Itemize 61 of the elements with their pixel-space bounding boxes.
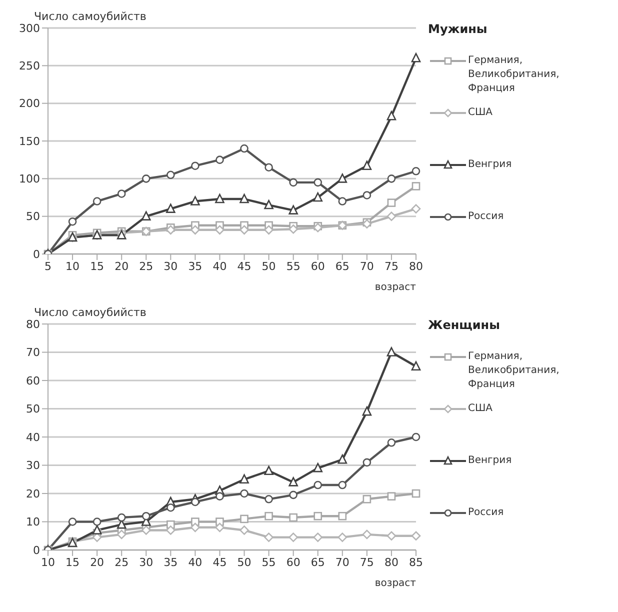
y-tick-label: 250 — [19, 60, 40, 73]
x-tick-label: 55 — [262, 556, 276, 569]
x-tick-label: 15 — [66, 556, 80, 569]
y-tick-label: 0 — [33, 544, 40, 557]
x-tick-label: 30 — [164, 260, 178, 273]
y-tick-label: 50 — [26, 210, 40, 224]
x-tick-label: 40 — [188, 556, 202, 569]
y-tick-label: 80 — [26, 318, 40, 331]
x-tick-label: 65 — [335, 260, 350, 273]
x-tick-label: 25 — [114, 556, 129, 569]
y-tick-label: 20 — [26, 487, 40, 500]
legend-label: Россия — [468, 210, 505, 224]
x-tick-label: 75 — [360, 556, 374, 569]
legend-label: Германия, Великобритания, Франция — [468, 350, 560, 392]
legend-label: Германия, Великобритания, Франция — [468, 54, 560, 96]
y-tick-label: 100 — [19, 172, 40, 186]
x-tick-label: 70 — [335, 556, 350, 569]
x-tick-label: 55 — [286, 260, 300, 273]
y-tick-label: 30 — [26, 459, 40, 472]
x-tick-label: 60 — [310, 260, 325, 273]
y-tick-label: 70 — [26, 346, 40, 360]
x-tick-label: 50 — [237, 556, 252, 569]
legend-label: Венгрия — [468, 454, 513, 468]
x-tick-label: 65 — [310, 556, 325, 569]
x-tick-label: 45 — [212, 556, 227, 569]
x-tick-label: 20 — [90, 556, 104, 569]
legend-label: США — [468, 106, 494, 120]
x-tick-label: 40 — [212, 260, 227, 273]
x-tick-label: 75 — [384, 260, 398, 273]
y-tick-label: 200 — [19, 97, 40, 110]
x-tick-label: 30 — [139, 556, 154, 569]
x-tick-label: 70 — [360, 260, 374, 273]
y-tick-label: 150 — [19, 134, 40, 148]
x-tick-label: 80 — [384, 556, 398, 569]
x-tick-label: 20 — [114, 260, 129, 273]
x-tick-label: 10 — [66, 260, 80, 273]
y-tick-label: 10 — [26, 516, 40, 529]
x-tick-label: 35 — [164, 556, 178, 569]
legend-title: Мужины — [428, 22, 488, 36]
y-tick-label: 0 — [33, 248, 40, 261]
x-axis-title: возраст — [374, 578, 416, 589]
x-tick-label: 85 — [409, 556, 423, 569]
x-tick-label: 35 — [188, 260, 202, 273]
x-tick-label: 50 — [262, 260, 276, 273]
x-axis-title: возраст — [374, 282, 416, 293]
x-tick-label: 45 — [237, 260, 252, 273]
legend-label: Россия — [468, 506, 505, 520]
y-tick-label: 300 — [19, 22, 40, 35]
y-axis-title: Число самоубийств — [34, 306, 146, 319]
legend-title: Женщины — [428, 318, 501, 332]
y-tick-label: 40 — [26, 430, 40, 444]
y-tick-label: 60 — [26, 374, 40, 388]
x-tick-label: 25 — [139, 260, 154, 273]
x-tick-label: 5 — [44, 260, 52, 273]
x-tick-label: 80 — [409, 260, 423, 273]
y-axis-title: Число самоубийств — [34, 10, 146, 23]
x-tick-label: 60 — [286, 556, 300, 569]
legend-label: США — [468, 402, 494, 416]
legend-label: Венгрия — [468, 158, 513, 172]
x-tick-label: 15 — [90, 260, 104, 273]
y-tick-label: 50 — [26, 402, 40, 416]
